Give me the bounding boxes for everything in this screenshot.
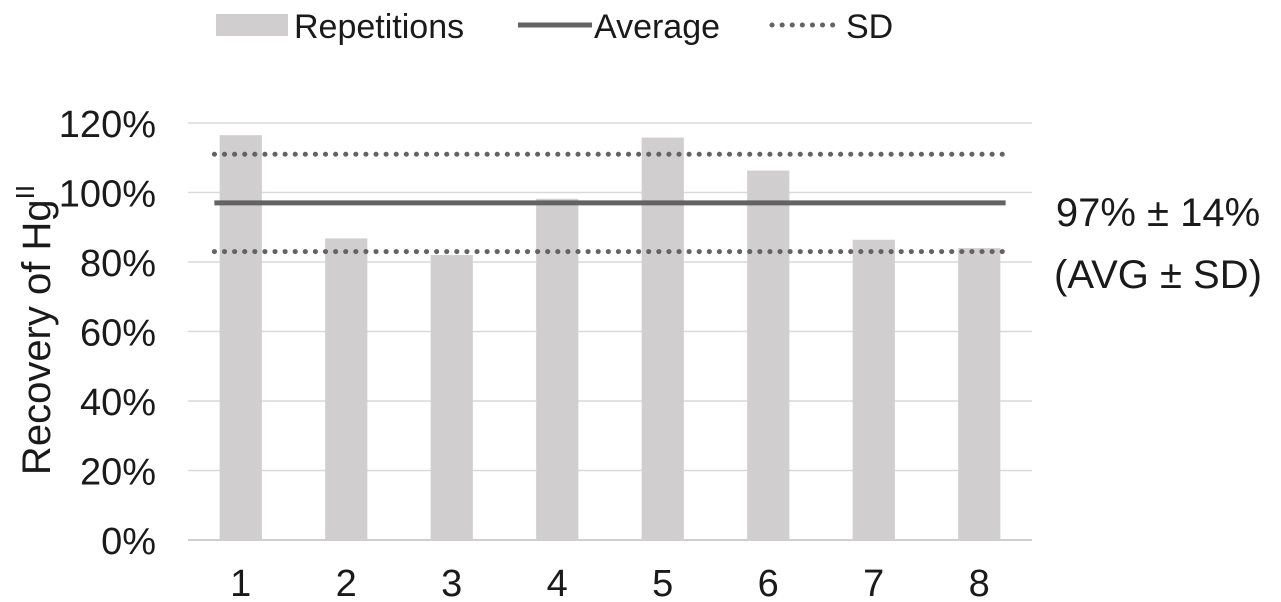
bar-7	[852, 239, 895, 540]
x-tick-label: 7	[863, 563, 884, 602]
gridlines	[188, 122, 1032, 541]
reference-lines	[211, 151, 1009, 255]
bars	[219, 135, 1001, 541]
bar-6	[747, 170, 790, 541]
bar-5	[641, 137, 684, 540]
y-axis-label: Recovery of HgII	[10, 185, 59, 475]
legend-label-sd: SD	[846, 8, 893, 46]
x-tick-label: 4	[547, 563, 568, 602]
y-tick-label: 40%	[80, 382, 156, 424]
y-tick-label: 0%	[101, 521, 156, 563]
y-axis-tick-labels: 0% 20% 40% 60% 80% 100% 120%	[59, 104, 156, 563]
bar-4	[536, 198, 579, 540]
bar-1	[219, 135, 262, 540]
x-tick-label: 1	[230, 563, 251, 602]
bar-3	[430, 255, 473, 541]
legend-swatch-repetitions	[216, 14, 288, 36]
x-tick-label: 8	[969, 563, 990, 602]
y-tick-label: 80%	[80, 243, 156, 285]
x-axis-tick-labels: 1 2 3 4 5 6 7 8	[230, 563, 990, 602]
annotation-line1: 97% ± 14%	[1055, 191, 1261, 235]
x-tick-label: 2	[336, 563, 357, 602]
summary-annotation: 97% ± 14% (AVG ± SD)	[1040, 182, 1276, 306]
y-axis-label-superscript: II	[10, 185, 40, 199]
y-tick-label: 120%	[59, 104, 156, 146]
chart-legend: Repetitions Average SD	[216, 8, 893, 46]
y-tick-label: 100%	[59, 174, 156, 216]
x-tick-label: 3	[441, 563, 462, 602]
legend-label-average: Average	[594, 8, 720, 46]
legend-label-repetitions: Repetitions	[294, 8, 464, 46]
y-tick-label: 60%	[80, 313, 156, 355]
y-axis-label-text: Recovery of Hg	[15, 199, 59, 475]
x-tick-label: 6	[758, 563, 779, 602]
bar-2	[325, 238, 368, 540]
x-tick-label: 5	[652, 563, 673, 602]
annotation-line2: (AVG ± SD)	[1054, 253, 1262, 297]
y-tick-label: 20%	[80, 452, 156, 494]
bar-8	[958, 248, 1001, 540]
